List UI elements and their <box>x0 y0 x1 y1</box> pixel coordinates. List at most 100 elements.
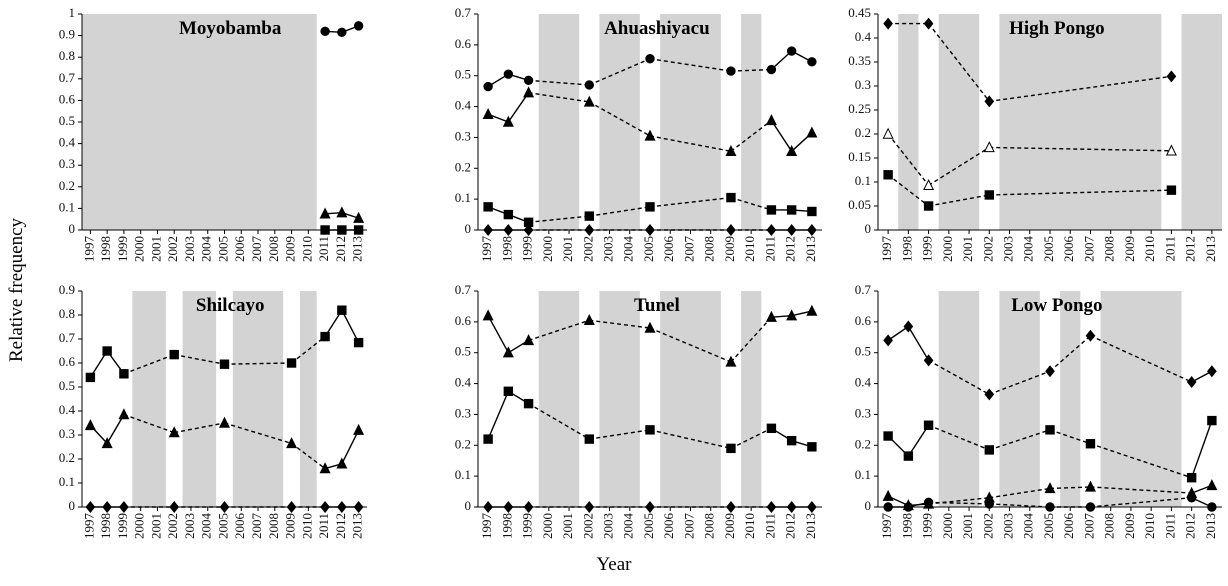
point <box>766 224 777 236</box>
y-tick-label: 0.4 <box>855 375 872 390</box>
x-tick-label: 1998 <box>499 513 514 539</box>
point <box>523 224 534 236</box>
y-tick-label: 0 <box>69 221 76 236</box>
x-tick-label: 2013 <box>350 236 365 262</box>
x-tick-label: 1998 <box>98 236 113 262</box>
series-segment <box>589 206 651 217</box>
y-axis-label: Relative frequency <box>6 217 27 362</box>
point <box>336 206 348 218</box>
x-tick-label: 2002 <box>980 513 995 539</box>
series-segment <box>224 422 292 445</box>
x-tick-label: 2005 <box>641 513 656 539</box>
shaded-period <box>132 291 166 507</box>
point <box>503 501 514 513</box>
x-tick-label: 2002 <box>980 236 995 262</box>
x-tick-label: 1997 <box>81 513 96 540</box>
point <box>583 313 595 326</box>
x-tick-label: 2004 <box>199 513 214 540</box>
x-tick-label: 2013 <box>1203 513 1218 539</box>
x-tick-label: 2004 <box>1021 236 1036 263</box>
series-segment <box>989 146 1172 152</box>
x-tick-label: 2007 <box>1081 513 1096 540</box>
y-tick-label: 0.5 <box>59 378 75 393</box>
point <box>1044 482 1056 494</box>
point <box>786 205 797 215</box>
point <box>807 501 817 513</box>
point <box>645 54 655 64</box>
panel-title: Tunel <box>634 295 680 316</box>
x-tick-label: 1999 <box>520 513 535 539</box>
point <box>523 86 535 98</box>
point <box>119 369 129 379</box>
x-tick-label: 2009 <box>1122 513 1137 539</box>
point <box>725 144 737 157</box>
panel-title: High Pongo <box>1009 18 1105 39</box>
x-tick-label: 1998 <box>98 513 113 539</box>
shaded-period <box>1100 291 1182 507</box>
point <box>1084 480 1096 492</box>
point <box>923 179 935 191</box>
x-tick-label: 2003 <box>182 236 197 262</box>
y-tick-label: 0 <box>69 498 76 513</box>
point <box>786 144 798 157</box>
panel: 0 0.1 0.2 0.3 0.4 0.5 0.6 0.7 0.8 0.9 1997 1998 1999… <box>59 282 367 539</box>
shaded-period <box>599 14 640 230</box>
x-tick-label: 2013 <box>803 236 818 262</box>
x-tick-label: 2009 <box>283 513 298 539</box>
point <box>1045 502 1055 512</box>
y-tick-label: 1 <box>69 5 76 20</box>
point <box>118 408 130 420</box>
point <box>286 437 298 449</box>
y-tick-label: 0.4 <box>855 29 872 44</box>
x-tick-label: 2012 <box>1183 513 1198 539</box>
point <box>319 462 331 474</box>
series-segment <box>730 119 772 152</box>
point <box>483 434 493 444</box>
shaded-period <box>741 291 762 507</box>
point <box>644 321 656 333</box>
point <box>923 420 934 430</box>
y-tick-label: 0.3 <box>455 128 471 143</box>
point <box>786 435 797 446</box>
point <box>903 502 914 512</box>
series-segment <box>1049 335 1091 372</box>
series-segment <box>887 174 930 207</box>
x-tick-label: 2000 <box>132 236 147 262</box>
shaded-period <box>299 291 317 507</box>
point <box>584 80 594 90</box>
point <box>807 442 817 452</box>
point <box>337 305 347 315</box>
x-tick-label: 2001 <box>148 236 163 262</box>
series-segment <box>341 429 360 465</box>
point <box>725 355 737 367</box>
x-tick-label: 2005 <box>1041 236 1056 262</box>
point <box>984 95 995 108</box>
y-tick-label: 0.2 <box>855 436 871 451</box>
series-segment <box>887 133 930 186</box>
series-segment <box>730 316 772 363</box>
y-tick-label: 0 <box>465 498 472 513</box>
y-tick-label: 0.7 <box>855 282 872 297</box>
panel: 0 0.1 0.2 0.3 0.4 0.5 0.6 0.7 0.8 0.9 1 1997 1998 199… <box>59 5 367 262</box>
series-segment <box>123 353 175 375</box>
panel: 0 0.1 0.2 0.3 0.4 0.5 0.6 0.7 1997 1998 1999 2000 20… <box>855 282 1222 539</box>
point <box>806 304 818 316</box>
y-tick-label: 0.4 <box>59 135 76 150</box>
x-tick-label: 2009 <box>722 513 737 539</box>
y-tick-label: 0.2 <box>59 450 75 465</box>
shaded-period <box>538 291 580 507</box>
x-tick-label: 2004 <box>621 513 636 540</box>
series-segment <box>1090 486 1192 494</box>
x-tick-label: 1999 <box>115 236 130 262</box>
series-segment <box>928 359 990 395</box>
y-tick-label: 0.8 <box>59 48 75 63</box>
series-segment <box>528 319 590 342</box>
point <box>766 423 777 434</box>
panel: 0 0.1 0.2 0.3 0.4 0.5 0.6 0.7 1997 1998 1999 2000 20… <box>455 5 822 262</box>
y-tick-label: 0.6 <box>59 91 76 106</box>
point <box>1166 70 1177 83</box>
point <box>219 501 230 513</box>
series-segment <box>528 403 590 440</box>
point <box>765 114 777 126</box>
point <box>319 207 331 219</box>
